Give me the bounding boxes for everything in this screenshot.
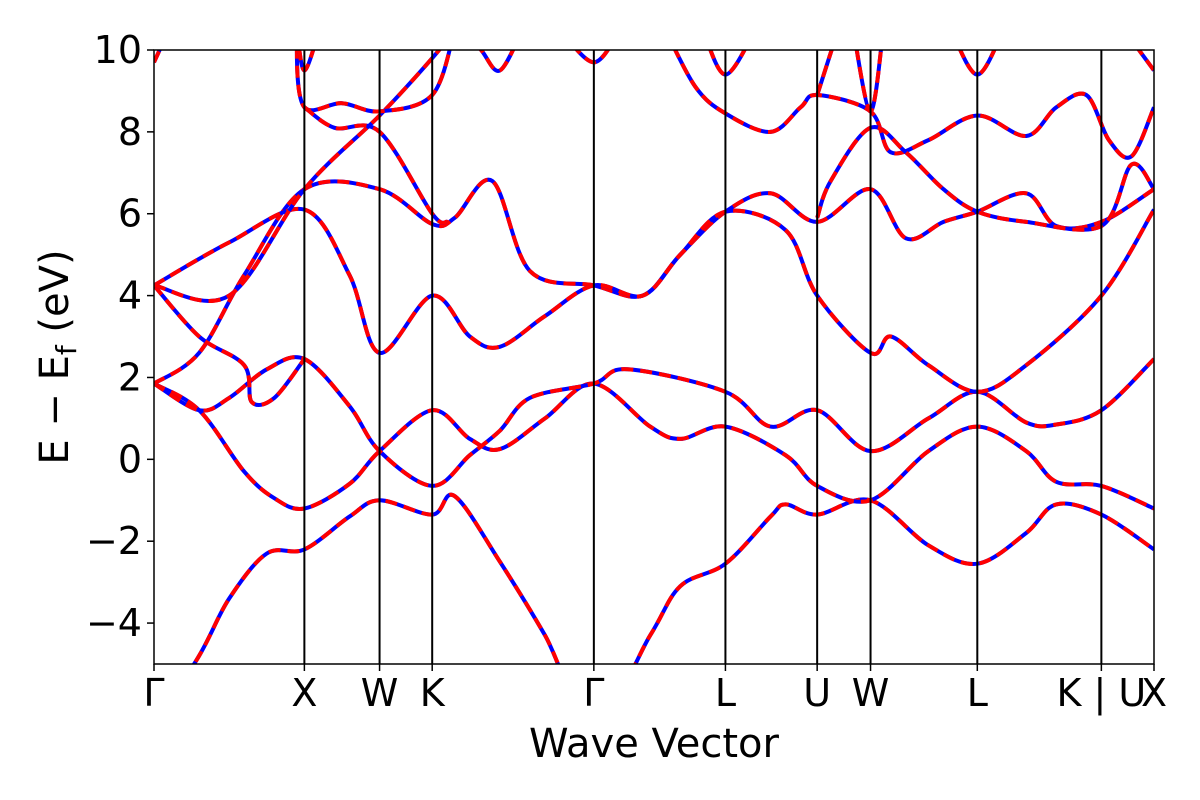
x-tick-label-2: X [291, 671, 317, 715]
x-tick-label-8: W [852, 671, 890, 715]
band-1-red-dashed-line [191, 492, 1154, 664]
y-axis-ticks: −4 −2 0 2 4 6 8 10 [86, 28, 154, 645]
y-tick-label-4: 2 [118, 355, 142, 399]
x-tick-label-11: X [1141, 671, 1167, 715]
x-tick-label-9: L [967, 671, 988, 715]
y-axis-label-main: E − E [32, 355, 78, 465]
y-axis-label: E − Ef (eV) [32, 249, 83, 464]
y-tick-label-2: −2 [86, 519, 142, 563]
y-axis-label-subscript: f [50, 344, 83, 355]
x-tick-label-6: L [715, 671, 736, 715]
plot-frame [153, 49, 1155, 665]
y-axis-label-unit: (eV) [32, 249, 78, 345]
y-tick-label-6: 6 [118, 192, 142, 236]
band-18-blue-line [854, 50, 883, 114]
band-14-red-dashed-line [673, 50, 1154, 160]
band-6-red-dashed-line [154, 206, 1154, 394]
x-tick-label-7: U [803, 671, 831, 715]
band-8-red-dashed-line [294, 50, 452, 114]
band-15-red-dashed-line [708, 50, 747, 77]
band-13-blue-line [574, 50, 611, 65]
band-11-red-dashed-line [478, 50, 516, 73]
x-axis-label: Wave Vector [529, 721, 780, 767]
band-3-red-dashed-line [154, 355, 1154, 488]
y-tick-label-8: 10 [94, 28, 142, 72]
band-12-red-dashed-line [154, 50, 162, 64]
band-5-red-dashed-line [154, 284, 307, 408]
band-16-red-dashed-line [815, 125, 1154, 232]
x-tick-label-4: K [420, 671, 446, 715]
band-20-red-dashed-line [1136, 50, 1154, 72]
x-tick-label-1: Γ [143, 671, 164, 715]
band-8-blue-line [294, 50, 452, 114]
y-tick-label-7: 8 [118, 110, 142, 154]
x-tick-label-10: K | U [1057, 671, 1147, 716]
y-tick-label-5: 4 [118, 274, 142, 318]
y-tick-label-3: 0 [118, 437, 142, 481]
band-17-red-dashed-line [815, 50, 834, 96]
high-symmetry-lines [303, 50, 1103, 664]
x-tick-label-5: Γ [583, 671, 604, 715]
y-tick-label-1: −4 [86, 601, 142, 645]
band-13-red-dashed-line [574, 50, 611, 65]
x-tick-label-3: W [361, 671, 399, 715]
